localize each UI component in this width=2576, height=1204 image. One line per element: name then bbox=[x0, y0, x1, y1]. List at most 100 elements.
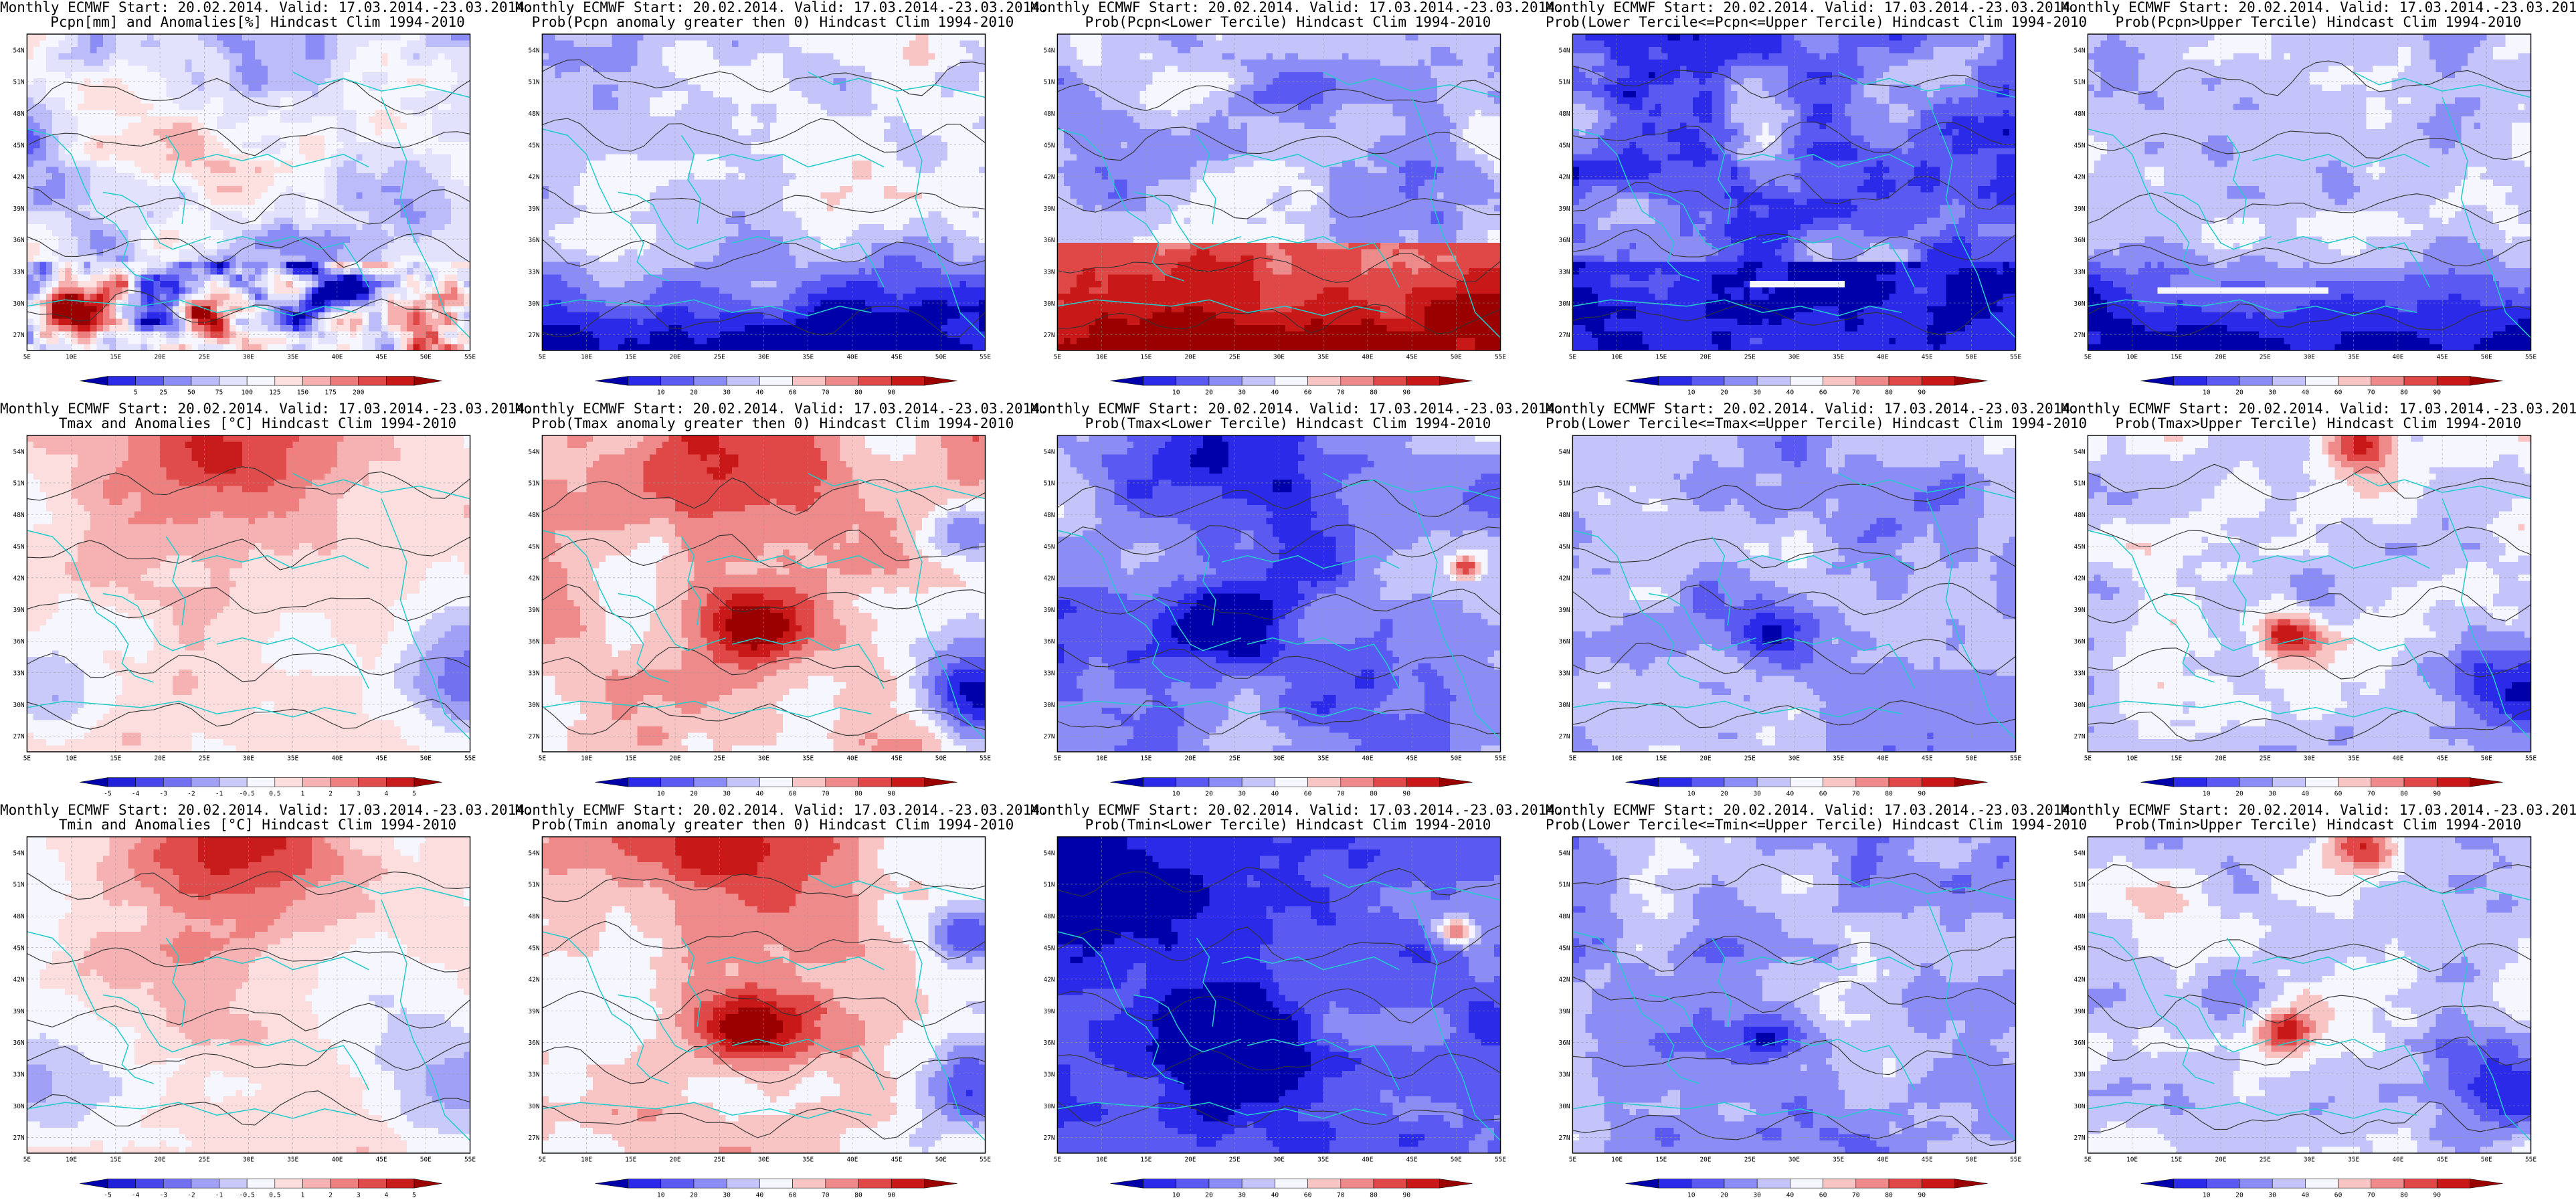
lon-tick-label: 50E bbox=[2481, 1156, 2492, 1163]
lat-tick-label: 39N bbox=[1044, 205, 1055, 213]
colorbar-segment bbox=[1921, 376, 1955, 386]
lon-tick-label: 15E bbox=[110, 353, 121, 361]
lon-tick-label: 10E bbox=[581, 755, 592, 762]
colorbar-segment bbox=[1954, 1179, 1988, 1189]
panel-title-line-1: Monthly ECMWF Start: 20.02.2014. Valid: … bbox=[1030, 0, 1564, 15]
lon-tick-label: 15E bbox=[110, 755, 121, 762]
lon-tick-label: 35E bbox=[1317, 353, 1329, 361]
lon-tick-label: 20E bbox=[2215, 353, 2227, 361]
lat-tick-label: 36N bbox=[2074, 1039, 2086, 1047]
lat-tick-label: 30N bbox=[13, 1103, 25, 1110]
colorbar: 10 20 30 40 60 70 80 90 bbox=[595, 1179, 957, 1199]
colorbar-segment bbox=[1176, 376, 1210, 386]
lat-tick-label: 54N bbox=[13, 448, 25, 456]
colorbar-segment bbox=[1823, 376, 1857, 386]
lat-tick-label: 54N bbox=[529, 448, 540, 456]
colorbar-segment bbox=[107, 376, 136, 386]
lat-tick-label: 42N bbox=[1559, 575, 1570, 583]
lat-tick-label: 48N bbox=[1044, 512, 1055, 519]
colorbar-segment bbox=[2470, 1179, 2503, 1189]
colorbar-segment bbox=[163, 1179, 192, 1189]
map-frame bbox=[1572, 33, 2017, 351]
forecast-map: 54N 51N 48N 45N 42N 39N 36N 33N 30N 27N 5E 10E 15E 20… bbox=[2074, 836, 2537, 1163]
colorbar-tick-label: 70 bbox=[822, 389, 830, 397]
lat-tick-label: 48N bbox=[1044, 110, 1055, 118]
lat-tick-label: 51N bbox=[13, 882, 25, 889]
forecast-map: 54N 51N 48N 45N 42N 39N 36N 33N 30N 27N 5E 10E 15E 20… bbox=[1559, 33, 2021, 361]
lon-tick-label: 10E bbox=[1611, 353, 1623, 361]
colorbar-segment bbox=[2140, 376, 2174, 386]
lat-tick-label: 45N bbox=[1044, 543, 1055, 550]
lon-tick-label: 5E bbox=[1054, 1156, 1062, 1163]
lon-tick-label: 40E bbox=[331, 755, 343, 762]
lon-tick-label: 45E bbox=[891, 353, 903, 361]
lon-tick-label: 45E bbox=[2437, 353, 2448, 361]
lat-tick-label: 45N bbox=[1044, 944, 1055, 952]
forecast-map: 54N 51N 48N 45N 42N 39N 36N 33N 30N 27N 5E 10E 15E 20… bbox=[13, 33, 476, 361]
map-panel-tmin-5: Monthly ECMWF Start: 20.02.2014. Valid: … bbox=[2061, 803, 2576, 1204]
colorbar-tick-label: 10 bbox=[657, 1192, 665, 1199]
map-panel-tmax-1: Monthly ECMWF Start: 20.02.2014. Valid: … bbox=[0, 401, 533, 803]
forecast-map: 54N 51N 48N 45N 42N 39N 36N 33N 30N 27N 5E 10E 15E 20… bbox=[529, 435, 991, 762]
colorbar-tick-label: 70 bbox=[1852, 791, 1860, 798]
colorbar-tick-label: 90 bbox=[1918, 389, 1926, 397]
lat-tick-label: 30N bbox=[2074, 702, 2086, 709]
panel-title-line-2: Tmin and Anomalies [°C] Hindcast Clim 19… bbox=[0, 817, 515, 833]
contour-lines bbox=[542, 872, 986, 1140]
lon-tick-label: 45E bbox=[1406, 755, 1418, 762]
colorbar-tick-label: 40 bbox=[1271, 389, 1279, 397]
map-frame bbox=[1572, 435, 2017, 752]
lon-tick-label: 50E bbox=[1451, 1156, 1462, 1163]
coastlines bbox=[27, 874, 471, 1141]
panel-title-line-1: Monthly ECMWF Start: 20.02.2014. Valid: … bbox=[1546, 401, 2079, 417]
lat-tick-label: 30N bbox=[529, 300, 540, 308]
lat-lon-grid bbox=[2088, 837, 2531, 1153]
lat-tick-label: 36N bbox=[1044, 1039, 1055, 1047]
colorbar-tick-label: 90 bbox=[2433, 1192, 2441, 1199]
colorbar-tick-label: 10 bbox=[1687, 1192, 1695, 1199]
colorbar-tick-label: 175 bbox=[325, 389, 337, 397]
colorbar-tick-label: 80 bbox=[1885, 1192, 1893, 1199]
lat-tick-label: 51N bbox=[2074, 882, 2086, 889]
colorbar-tick-label: 50 bbox=[187, 389, 195, 397]
lat-tick-label: 54N bbox=[1044, 47, 1055, 54]
lat-tick-label: 33N bbox=[13, 670, 25, 678]
lon-tick-label: 40E bbox=[2392, 755, 2403, 762]
colorbar-segment bbox=[2470, 376, 2503, 386]
colorbar-segment bbox=[2371, 376, 2405, 386]
lon-tick-label: 10E bbox=[2126, 755, 2138, 762]
lon-tick-label: 15E bbox=[2171, 353, 2182, 361]
coastlines bbox=[2088, 874, 2532, 1141]
lat-tick-label: 42N bbox=[1044, 174, 1055, 181]
panel-title-line-1: Monthly ECMWF Start: 20.02.2014. Valid: … bbox=[1030, 401, 1564, 417]
lon-tick-label: 55E bbox=[980, 353, 991, 361]
colorbar-tick-label: 5 bbox=[412, 791, 416, 798]
lat-tick-label: 54N bbox=[1044, 849, 1055, 857]
colorbar-segment bbox=[1921, 1179, 1955, 1189]
lat-tick-label: 30N bbox=[529, 702, 540, 709]
colorbar-segment bbox=[1855, 777, 1890, 787]
lon-tick-label: 20E bbox=[1185, 353, 1196, 361]
map-frame bbox=[1572, 836, 2017, 1154]
colorbar-segment bbox=[2206, 1179, 2240, 1189]
lon-tick-label: 20E bbox=[1185, 1156, 1196, 1163]
colorbar-tick-label: 4 bbox=[384, 791, 388, 798]
map-frame bbox=[541, 435, 986, 752]
lon-tick-label: 45E bbox=[2437, 755, 2448, 762]
colorbar-tick-label: 20 bbox=[690, 1192, 698, 1199]
panel-title-line-2: Prob(Tmax anomaly greater then 0) Hindca… bbox=[515, 416, 1030, 431]
colorbar-segment bbox=[628, 777, 662, 787]
shaded-field bbox=[27, 837, 471, 1154]
colorbar-segment bbox=[1373, 777, 1407, 787]
lat-tick-label: 54N bbox=[529, 47, 540, 54]
lon-tick-label: 30E bbox=[2304, 1156, 2315, 1163]
lat-tick-label: 27N bbox=[529, 1134, 540, 1142]
colorbar: 10 20 30 40 60 70 80 90 bbox=[1625, 777, 1988, 798]
lat-tick-label: 36N bbox=[529, 1039, 540, 1047]
colorbar-segment bbox=[80, 376, 108, 386]
colorbar-segment bbox=[660, 376, 695, 386]
lon-tick-label: 30E bbox=[1273, 353, 1285, 361]
panel-title-line-2: Prob(Lower Tercile<=Tmax<=Upper Tercile)… bbox=[1546, 416, 2087, 431]
colorbar-segment bbox=[2403, 376, 2437, 386]
colorbar: 10 20 30 40 60 70 80 90 bbox=[1110, 777, 1473, 798]
